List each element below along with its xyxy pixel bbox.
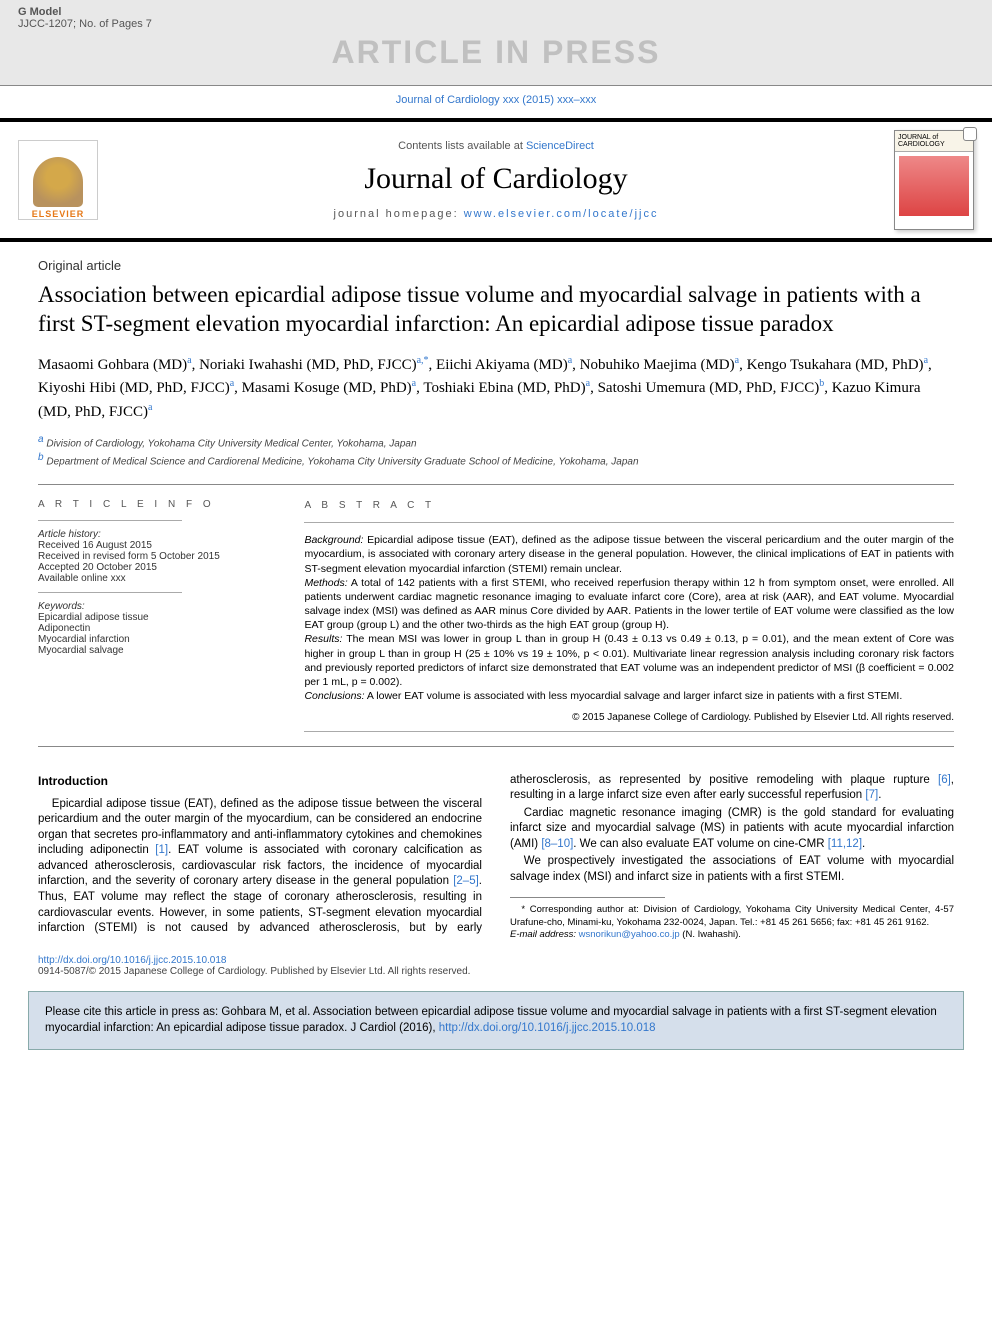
abstract-results: Results: The mean MSI was lower in group… xyxy=(304,632,954,689)
section-heading-introduction: Introduction xyxy=(38,773,482,789)
sciencedirect-link[interactable]: ScienceDirect xyxy=(526,140,594,152)
online-date: Available online xxx xyxy=(38,573,278,584)
cover-art-icon xyxy=(899,156,969,216)
journal-title: Journal of Cardiology xyxy=(98,162,894,196)
article-body: Original article Association between epi… xyxy=(0,246,992,951)
accepted-date: Accepted 20 October 2015 xyxy=(38,562,278,573)
citation-link[interactable]: [7] xyxy=(865,789,878,801)
contents-list-line: Contents lists available at ScienceDirec… xyxy=(98,140,894,152)
article-info: A R T I C L E I N F O Article history: R… xyxy=(38,485,294,746)
author: Toshiaki Ebina (MD, PhD)a xyxy=(423,380,590,396)
citation-box: Please cite this article in press as: Go… xyxy=(28,991,964,1049)
journal-homepage-link[interactable]: www.elsevier.com/locate/jjcc xyxy=(464,208,659,220)
doi-link[interactable]: http://dx.doi.org/10.1016/j.jjcc.2015.10… xyxy=(38,955,226,966)
masthead-center: Contents lists available at ScienceDirec… xyxy=(98,140,894,220)
keyword: Adiponectin xyxy=(38,623,278,634)
citation-doi-link[interactable]: http://dx.doi.org/10.1016/j.jjcc.2015.10… xyxy=(439,1022,656,1034)
author: Masami Kosuge (MD, PhD)a xyxy=(242,380,416,396)
article-type: Original article xyxy=(38,258,954,273)
main-text: Introduction Epicardial adipose tissue (… xyxy=(38,773,954,942)
author: Kengo Tsukahara (MD, PhD)a xyxy=(747,357,928,373)
journal-masthead: ELSEVIER Contents lists available at Sci… xyxy=(0,118,992,242)
running-header: G Model JJCC-1207; No. of Pages 7 ARTICL… xyxy=(0,0,992,85)
doc-id: JJCC-1207; No. of Pages 7 xyxy=(18,18,974,30)
affiliation-a: a Division of Cardiology, Yokohama City … xyxy=(38,433,954,451)
intro-p3: Cardiac magnetic resonance imaging (CMR)… xyxy=(510,806,954,853)
author: Noriaki Iwahashi (MD, PhD, FJCC)a,* xyxy=(199,357,428,373)
author: Eiichi Akiyama (MD)a xyxy=(436,357,572,373)
journal-homepage-line: journal homepage: www.elsevier.com/locat… xyxy=(98,208,894,220)
issn-copyright: 0914-5087/© 2015 Japanese College of Car… xyxy=(38,966,470,977)
intro-p4: We prospectively investigated the associ… xyxy=(510,854,954,885)
received-date: Received 16 August 2015 xyxy=(38,540,278,551)
corresponding-author-footnote: * Corresponding author at: Division of C… xyxy=(510,904,954,941)
footnote-separator xyxy=(510,897,665,898)
abstract-methods: Methods: A total of 142 patients with a … xyxy=(304,576,954,633)
abstract-conclusions: Conclusions: A lower EAT volume is assoc… xyxy=(304,689,954,703)
abstract-copyright: © 2015 Japanese College of Cardiology. P… xyxy=(304,711,954,725)
article-title: Association between epicardial adipose t… xyxy=(38,281,954,339)
elsevier-tree-icon xyxy=(33,157,83,207)
journal-reference: Journal of Cardiology xxx (2015) xxx–xxx xyxy=(0,85,992,114)
journal-cover-thumbnail: JOURNAL of CARDIOLOGY xyxy=(894,130,974,230)
gmodel-label: G Model xyxy=(18,6,61,18)
citation-link[interactable]: [2–5] xyxy=(453,875,479,887)
affiliations: a Division of Cardiology, Yokohama City … xyxy=(38,433,954,470)
corresponding-email-link[interactable]: wsnorikun@yahoo.co.jp xyxy=(579,929,680,940)
abstract-head: A B S T R A C T xyxy=(304,499,954,513)
keyword: Epicardial adipose tissue xyxy=(38,612,278,623)
author: Satoshi Umemura (MD, PhD, FJCC)b xyxy=(598,380,825,396)
history-label: Article history: xyxy=(38,529,278,540)
citation-link[interactable]: [8–10] xyxy=(541,838,573,850)
abstract: A B S T R A C T Background: Epicardial a… xyxy=(294,485,954,746)
elsevier-logo: ELSEVIER xyxy=(18,140,98,220)
article-in-press-watermark: ARTICLE IN PRESS xyxy=(18,30,974,79)
author: Nobuhiko Maejima (MD)a xyxy=(580,357,739,373)
keywords-label: Keywords: xyxy=(38,601,278,612)
citation-link[interactable]: [6] xyxy=(938,774,951,786)
keyword: Myocardial salvage xyxy=(38,645,278,656)
info-abstract-block: A R T I C L E I N F O Article history: R… xyxy=(38,484,954,747)
citation-link[interactable]: [1] xyxy=(155,844,168,856)
publication-footer: http://dx.doi.org/10.1016/j.jjcc.2015.10… xyxy=(0,951,992,981)
article-info-head: A R T I C L E I N F O xyxy=(38,499,278,510)
cover-tab-icon xyxy=(963,127,977,141)
elsevier-wordmark: ELSEVIER xyxy=(32,209,85,219)
cover-title: JOURNAL of CARDIOLOGY xyxy=(895,131,973,152)
citation-link[interactable]: [11,12] xyxy=(828,838,862,850)
author-list: Masaomi Gohbara (MD)a, Noriaki Iwahashi … xyxy=(38,353,954,424)
author: Kiyoshi Hibi (MD, PhD, FJCC)a xyxy=(38,380,234,396)
revised-date: Received in revised form 5 October 2015 xyxy=(38,551,278,562)
keyword: Myocardial infarction xyxy=(38,634,278,645)
affiliation-b: b Department of Medical Science and Card… xyxy=(38,451,954,469)
author: Masaomi Gohbara (MD)a xyxy=(38,357,192,373)
abstract-background: Background: Epicardial adipose tissue (E… xyxy=(304,533,954,576)
